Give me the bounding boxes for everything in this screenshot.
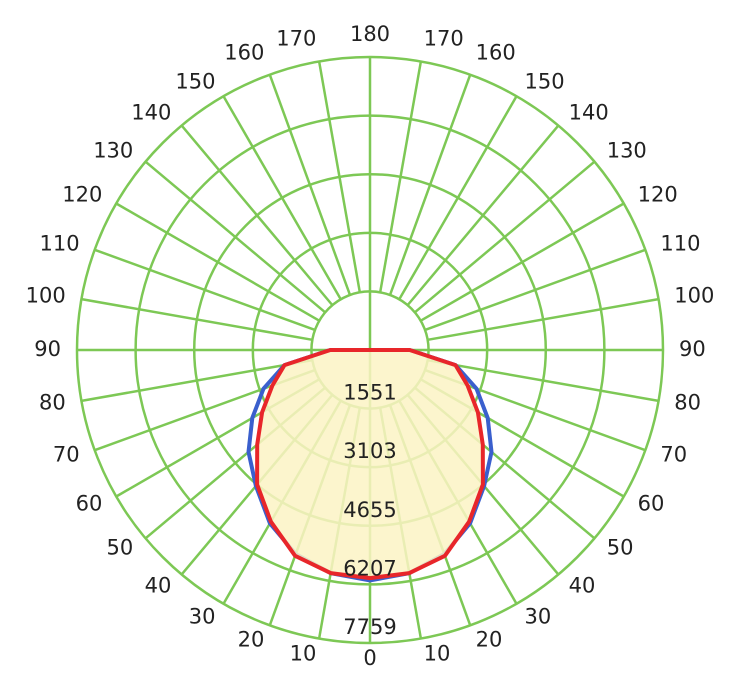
angle-label: 60 bbox=[76, 492, 103, 516]
angle-label: 70 bbox=[53, 443, 80, 467]
angle-label: 80 bbox=[39, 391, 66, 415]
angle-label: 40 bbox=[569, 574, 596, 598]
angle-label: 60 bbox=[638, 492, 665, 516]
ring-label: 3103 bbox=[343, 439, 396, 463]
angle-label: 90 bbox=[679, 337, 706, 361]
angle-label: 140 bbox=[131, 100, 171, 124]
spoke bbox=[94, 248, 316, 332]
angle-label: 50 bbox=[107, 536, 134, 560]
ring-label: 1551 bbox=[343, 381, 396, 405]
spoke bbox=[424, 248, 646, 332]
spoke bbox=[81, 297, 313, 342]
curves bbox=[246, 348, 494, 583]
angle-label: 170 bbox=[424, 27, 464, 51]
spoke bbox=[388, 74, 472, 296]
spoke bbox=[378, 61, 423, 293]
angle-label: 130 bbox=[93, 138, 133, 162]
ring-label: 7759 bbox=[343, 615, 396, 639]
angle-label: 150 bbox=[525, 69, 565, 93]
angle-label: 70 bbox=[660, 443, 687, 467]
angle-label: 40 bbox=[145, 574, 172, 598]
spoke bbox=[81, 358, 313, 403]
intensity-curve bbox=[246, 348, 494, 583]
angle-label: 10 bbox=[290, 641, 317, 665]
angle-label: 140 bbox=[569, 100, 609, 124]
spoke bbox=[427, 358, 659, 403]
angle-label: 150 bbox=[175, 69, 215, 93]
spoke bbox=[222, 95, 342, 300]
angle-label: 30 bbox=[189, 605, 216, 629]
intensity-curve bbox=[255, 348, 485, 581]
angle-label: 170 bbox=[276, 27, 316, 51]
angle-label: 20 bbox=[476, 627, 503, 651]
ring-label: 6207 bbox=[343, 556, 396, 580]
angle-label: 30 bbox=[525, 605, 552, 629]
angle-label: 160 bbox=[224, 41, 264, 65]
angle-label: 120 bbox=[62, 183, 102, 207]
spoke bbox=[317, 61, 362, 293]
angle-label: 130 bbox=[607, 138, 647, 162]
spoke bbox=[180, 124, 334, 306]
angle-label: 10 bbox=[424, 641, 451, 665]
angle-label: 100 bbox=[674, 283, 714, 307]
angle-label: 110 bbox=[660, 231, 700, 255]
spoke bbox=[115, 202, 320, 322]
angle-label: 50 bbox=[607, 536, 634, 560]
spoke bbox=[144, 160, 326, 314]
spoke bbox=[398, 95, 518, 300]
angle-label: 100 bbox=[26, 283, 66, 307]
spoke bbox=[406, 124, 560, 306]
angle-label: 180 bbox=[350, 22, 390, 46]
angle-label: 90 bbox=[34, 337, 61, 361]
spoke bbox=[420, 202, 625, 322]
angle-label: 20 bbox=[238, 627, 265, 651]
spoke bbox=[414, 160, 596, 314]
angle-label: 0 bbox=[363, 646, 376, 670]
spoke bbox=[268, 74, 352, 296]
spoke bbox=[427, 297, 659, 342]
ring-label: 4655 bbox=[343, 498, 396, 522]
angle-label: 160 bbox=[476, 41, 516, 65]
angle-label: 80 bbox=[674, 391, 701, 415]
angle-label: 110 bbox=[40, 231, 80, 255]
labels: 1701601501401301201101009080706050403020… bbox=[26, 22, 715, 670]
angle-label: 120 bbox=[638, 183, 678, 207]
